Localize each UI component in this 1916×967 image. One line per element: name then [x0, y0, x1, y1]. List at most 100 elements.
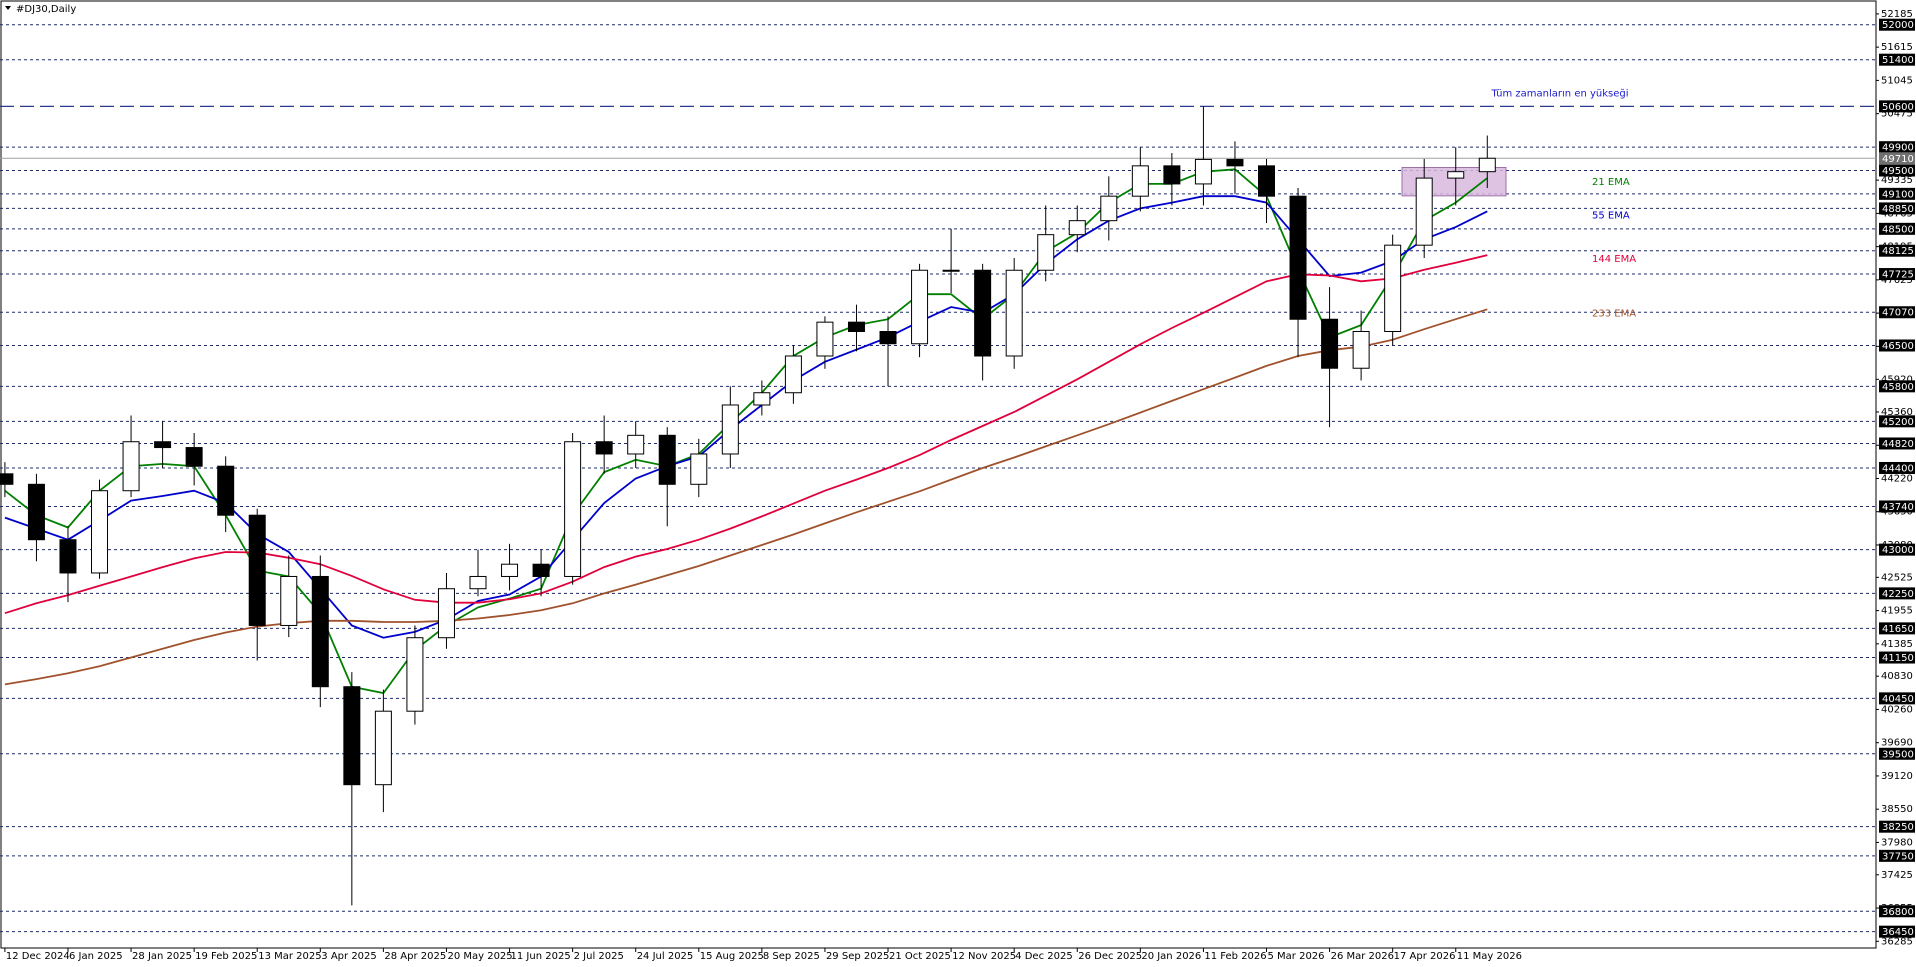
- level-label-box: [1879, 500, 1915, 513]
- candle-body: [501, 563, 519, 577]
- y-tick-label: 51045: [1881, 75, 1913, 86]
- y-tick-label: 47625: [1881, 275, 1913, 286]
- x-tick-label: 28 Apr 2025: [384, 951, 446, 962]
- level-label: 51400: [1882, 55, 1914, 66]
- x-tick-label: 29 Sep 2025: [826, 951, 889, 962]
- x-tick-label: 6 Jan 2025: [69, 951, 123, 962]
- x-tick-label: 12 Nov 2025: [952, 951, 1016, 962]
- level-label-box: [1879, 380, 1915, 393]
- level-label-box: [1879, 339, 1915, 352]
- candle-body: [91, 490, 109, 574]
- level-label-box: [1879, 202, 1915, 215]
- x-tick-label: 15 Aug 2025: [700, 951, 764, 962]
- candle-body: [1005, 269, 1023, 357]
- candle-body: [311, 575, 329, 688]
- level-label: 49500: [1882, 166, 1914, 177]
- y-tick-label: 40830: [1881, 671, 1913, 682]
- level-label-box: [1879, 187, 1915, 200]
- y-tick-label: 38550: [1881, 804, 1913, 815]
- level-label: 43000: [1882, 545, 1914, 556]
- y-tick-label: 39690: [1881, 738, 1913, 749]
- level-label: 49900: [1882, 143, 1914, 154]
- candle-body: [564, 441, 582, 577]
- candle-body: [658, 434, 676, 485]
- y-tick-label: 49335: [1881, 175, 1913, 186]
- level-label: 48125: [1882, 246, 1914, 257]
- level-label-box: [1879, 141, 1915, 154]
- candle-body: [374, 710, 392, 786]
- y-tick-label: 41955: [1881, 606, 1913, 617]
- x-tick-label: 20 May 2025: [447, 951, 512, 962]
- level-label: 44820: [1882, 439, 1914, 450]
- candle-body: [280, 575, 298, 626]
- ema-line: [4, 308, 1488, 686]
- y-tick-label: 51615: [1881, 42, 1913, 53]
- y-tick-label: 44220: [1881, 473, 1913, 484]
- level-label-box: [1879, 849, 1915, 862]
- level-label-box: [1879, 415, 1915, 428]
- x-tick-label: 24 Jul 2025: [637, 951, 694, 962]
- candle-body: [1163, 165, 1181, 185]
- x-tick-label: 11 Feb 2026: [1204, 951, 1266, 962]
- level-label: 36800: [1882, 907, 1914, 918]
- level-label-box: [1879, 152, 1915, 165]
- candle-body: [532, 563, 550, 577]
- level-label: 45200: [1882, 417, 1914, 428]
- candle-body: [343, 686, 361, 786]
- level-label-box: [1879, 820, 1915, 833]
- x-tick-label: 20 Jan 2026: [1141, 951, 1201, 962]
- level-label: 41150: [1882, 653, 1914, 664]
- y-tick-label: 37425: [1881, 870, 1913, 881]
- candle-body: [1100, 195, 1118, 222]
- y-tick-label: 45920: [1881, 374, 1913, 385]
- level-label: 41650: [1882, 624, 1914, 635]
- candle-body: [1447, 171, 1465, 179]
- candle-body: [1258, 165, 1275, 197]
- x-tick-label: 4 Dec 2025: [1015, 951, 1073, 962]
- level-label-box: [1879, 905, 1915, 918]
- x-tick-label: 8 Sep 2025: [763, 951, 820, 962]
- level-label-box: [1879, 437, 1915, 450]
- level-label: 38250: [1882, 822, 1914, 833]
- level-label: 45800: [1882, 382, 1914, 393]
- candle-body: [185, 447, 203, 467]
- candle-body: [1352, 330, 1370, 369]
- candle-body: [248, 514, 266, 626]
- level-label: 49710: [1882, 154, 1914, 165]
- level-label: 48850: [1882, 204, 1914, 215]
- candle-body: [27, 483, 45, 541]
- candle-body: [1384, 244, 1402, 332]
- candle-body: [1289, 195, 1307, 320]
- x-tick-label: 19 Feb 2025: [195, 951, 257, 962]
- level-label-box: [1879, 53, 1915, 66]
- candle-body: [879, 330, 897, 345]
- x-tick-label: 28 Jan 2025: [132, 951, 192, 962]
- candle-body: [406, 637, 424, 712]
- level-label-box: [1879, 651, 1915, 664]
- ema-label: 55 EMA: [1592, 210, 1630, 221]
- y-tick-label: 37980: [1881, 837, 1913, 848]
- candle-body: [942, 269, 960, 272]
- x-tick-label: 2 Jul 2025: [574, 951, 624, 962]
- x-tick-label: 21 Oct 2025: [889, 951, 951, 962]
- candle-body: [1321, 318, 1339, 369]
- level-label: 37750: [1882, 851, 1914, 862]
- level-label-box: [1879, 747, 1915, 760]
- ema-label: 233 EMA: [1592, 308, 1636, 319]
- x-tick-label: 3 Apr 2025: [321, 951, 376, 962]
- level-label: 46500: [1882, 341, 1914, 352]
- candle-body: [469, 575, 487, 590]
- candle-body: [1415, 177, 1433, 246]
- level-label-box: [1879, 543, 1915, 556]
- candle-body: [784, 355, 802, 394]
- ema-label: 21 EMA: [1592, 177, 1630, 188]
- level-label: 48500: [1882, 224, 1914, 235]
- level-label-box: [1879, 268, 1915, 281]
- level-label: 47725: [1882, 270, 1914, 281]
- y-tick-label: 36285: [1881, 936, 1913, 947]
- level-label-box: [1879, 18, 1915, 31]
- menu-arrow[interactable]: [5, 6, 11, 10]
